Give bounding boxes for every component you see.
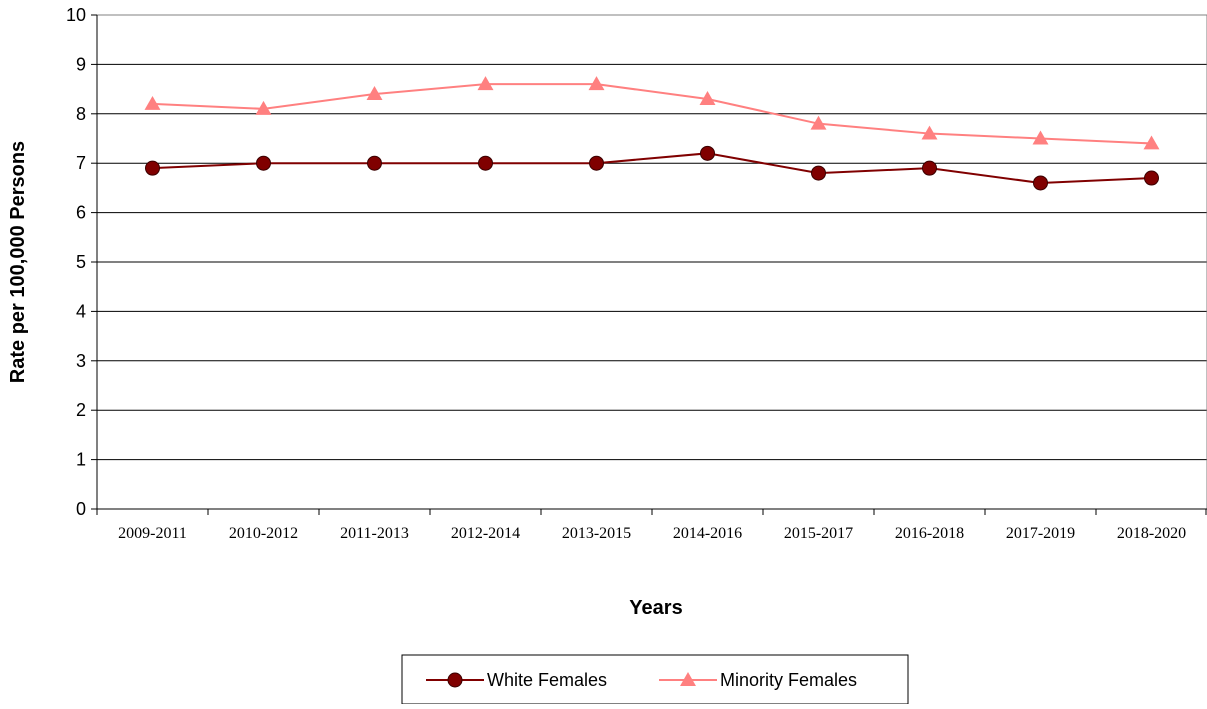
point-marker [1144, 170, 1159, 186]
legend-box [401, 654, 909, 705]
y-tick-label: 4 [76, 301, 86, 321]
point-marker [680, 672, 696, 686]
x-tick-label: 2014-2016 [673, 525, 742, 542]
gridlines [97, 63, 1207, 461]
x-axis-title: Years [629, 597, 682, 619]
y-tick-label: 10 [66, 5, 86, 25]
y-tick-label: 6 [76, 203, 86, 223]
point-marker [256, 155, 271, 171]
point-marker [144, 95, 161, 110]
point-marker [699, 91, 716, 105]
x-tick-label: 2012-2014 [451, 525, 520, 542]
point-marker [700, 145, 715, 161]
y-tick-label: 3 [76, 351, 86, 371]
point-marker [1032, 130, 1049, 145]
y-tick-label: 8 [76, 104, 86, 124]
axes: 0 1 2 3 4 5 6 7 8 9 10 2009-2011 2010-2012 2011-2013 2… [66, 5, 1207, 542]
point-marker [367, 155, 382, 171]
y-tick-label: 2 [76, 400, 86, 420]
x-tick-label: 2017-2019 [1006, 525, 1075, 542]
series-line [152, 83, 1152, 145]
point-marker [366, 86, 383, 101]
legend-items: White Females Minority Females [426, 670, 857, 690]
series-1 [145, 145, 1159, 191]
y-axis-title: Rate per 100,000 Persons [7, 141, 29, 383]
x-tick-label: 2009-2011 [118, 525, 187, 542]
y-tick-label: 9 [76, 54, 86, 74]
y-tick-label: 7 [76, 153, 86, 173]
point-marker [447, 672, 463, 688]
legend: White Females Minority Females [401, 654, 909, 705]
legend-label: Minority Females [720, 670, 857, 690]
x-tick-label: 2016-2018 [895, 525, 964, 542]
x-tick-label: 2018-2020 [1117, 525, 1186, 542]
x-tick-label: 2011-2013 [340, 525, 409, 542]
point-marker [810, 115, 827, 130]
series-2 [144, 76, 1160, 150]
point-marker [477, 76, 494, 91]
point-marker [1033, 175, 1048, 191]
series-line [152, 152, 1152, 184]
point-marker [811, 165, 826, 181]
x-tick-label: 2015-2017 [784, 525, 853, 542]
series [144, 76, 1160, 191]
y-tick-label: 1 [76, 450, 86, 470]
point-marker [922, 160, 937, 176]
point-marker [589, 155, 604, 171]
legend-item: Minority Females [659, 670, 857, 690]
y-tick-label: 0 [76, 499, 86, 519]
x-tick-label: 2013-2015 [562, 525, 631, 542]
point-marker [1143, 135, 1160, 150]
y-tick-label: 5 [76, 252, 86, 272]
point-marker [145, 160, 160, 176]
point-marker [921, 125, 938, 140]
x-tick-label: 2010-2012 [229, 525, 298, 542]
legend-label: White Females [487, 670, 607, 690]
legend-item: White Females [426, 670, 607, 690]
point-marker [255, 100, 272, 115]
point-marker [478, 155, 493, 171]
point-marker [588, 76, 605, 91]
